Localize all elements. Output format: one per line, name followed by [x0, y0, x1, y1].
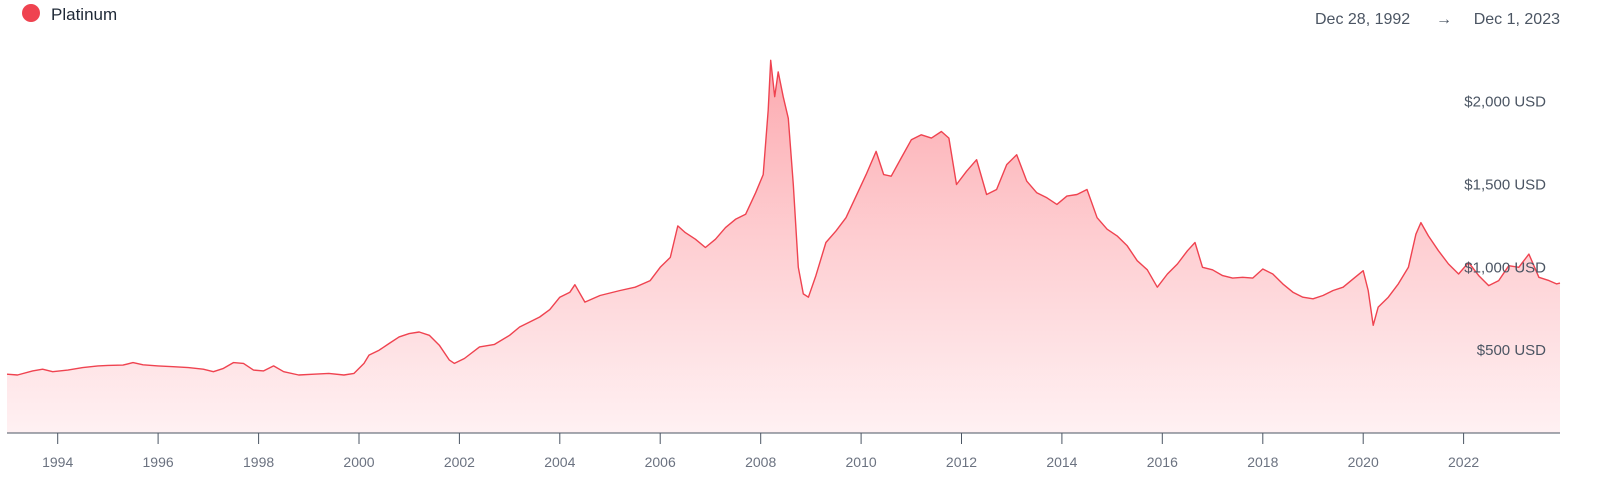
legend-label: Platinum	[51, 5, 117, 24]
x-tick-label: 2014	[1046, 454, 1077, 470]
x-tick-label: 1994	[42, 454, 73, 470]
x-tick-label: 1998	[243, 454, 274, 470]
x-tick-label: 2012	[946, 454, 977, 470]
price-line	[6, 59, 1561, 376]
x-tick-label: 2004	[544, 454, 575, 470]
x-tick-label: 2018	[1247, 454, 1278, 470]
range-end: Dec 1, 2023	[1474, 11, 1560, 28]
x-tick-label: 2002	[444, 454, 475, 470]
x-tick-label: 2010	[846, 454, 877, 470]
x-tick-label: 2000	[343, 454, 374, 470]
x-tick-label: 2016	[1147, 454, 1178, 470]
x-tick-label: 2008	[745, 454, 776, 470]
x-tick-label: 2022	[1448, 454, 1479, 470]
x-tick-label: 2006	[645, 454, 676, 470]
y-tick-label: $1,000 USD	[1464, 259, 1546, 276]
legend[interactable]: Platinum	[22, 4, 117, 24]
y-tick-label: $2,000 USD	[1464, 94, 1546, 111]
range-arrow-icon: →	[1436, 11, 1452, 28]
range-start: Dec 28, 1992	[1315, 11, 1410, 28]
y-tick-label: $500 USD	[1477, 342, 1546, 359]
y-axis: $500 USD $1,000 USD $1,500 USD $2,000 USD	[1464, 94, 1546, 360]
plot-area: $500 USD $1,000 USD $1,500 USD $2,000 USD 1…	[6, 59, 1561, 470]
x-axis: 1994 1996 1998 2000 2002 2004 2006 2008 2010 2012…	[42, 433, 1479, 470]
y-tick-label: $1,500 USD	[1464, 177, 1546, 194]
x-tick-label: 1996	[143, 454, 174, 470]
price-area	[7, 60, 1560, 434]
date-range[interactable]: Dec 28, 1992 → Dec 1, 2023	[1315, 11, 1560, 28]
x-tick-label: 2020	[1348, 454, 1379, 470]
legend-dot-icon	[22, 4, 40, 22]
